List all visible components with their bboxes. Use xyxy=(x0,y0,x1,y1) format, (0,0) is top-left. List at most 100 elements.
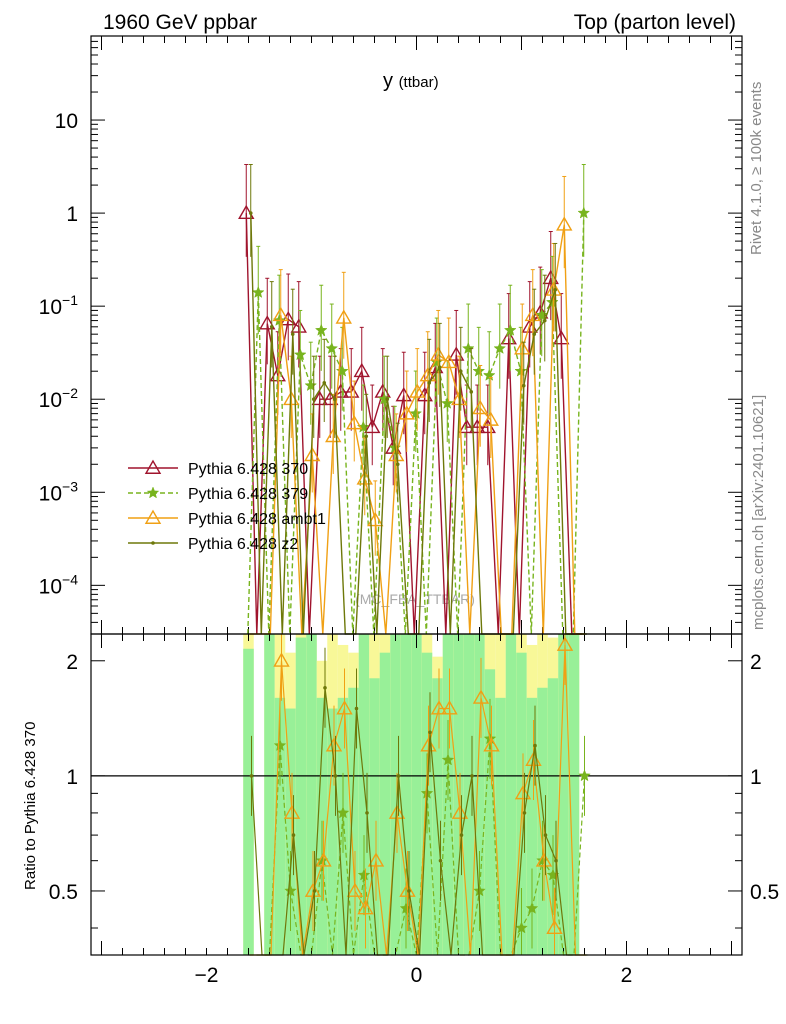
data-point xyxy=(472,364,486,377)
data-point xyxy=(521,383,526,388)
ratio-point xyxy=(483,737,500,752)
ratio-point xyxy=(312,889,317,893)
data-point xyxy=(385,397,390,402)
data-point xyxy=(427,381,432,385)
ratio-point xyxy=(441,753,455,766)
ratio-point xyxy=(451,804,469,819)
ratio-point xyxy=(438,858,443,863)
ratio-band-inner xyxy=(379,652,391,955)
ratio-band-inner xyxy=(495,697,506,955)
ratio-point xyxy=(283,804,301,819)
ratio-point xyxy=(323,685,327,690)
y-tick-label: 10 xyxy=(55,110,78,133)
data-point xyxy=(440,353,457,369)
ratio-band-inner xyxy=(358,634,370,955)
ratio-band-inner xyxy=(484,669,496,955)
data-point xyxy=(304,378,318,392)
data-point xyxy=(314,323,328,336)
data-point xyxy=(325,341,339,354)
data-point xyxy=(293,348,307,361)
legend-label: Pythia 6.428 z2 xyxy=(188,536,298,553)
data-point xyxy=(553,330,570,345)
ratio-band-inner xyxy=(264,634,275,955)
ratio-band-inner xyxy=(516,652,527,955)
data-point xyxy=(482,368,496,381)
header-right: Top (parton level) xyxy=(574,11,736,34)
data-point xyxy=(458,369,463,374)
data-point xyxy=(542,318,547,323)
data-point xyxy=(493,341,507,354)
data-point xyxy=(448,346,465,361)
data-point xyxy=(353,362,370,378)
data-point xyxy=(524,306,541,322)
ratio-point xyxy=(428,730,432,735)
ratio-band-inner xyxy=(474,634,485,955)
legend-marker xyxy=(144,509,162,524)
top-panel-axes: 10−4 10−3 10−2 10−1 1 10 xyxy=(39,35,742,955)
data-point xyxy=(322,381,327,385)
ratio-point xyxy=(357,900,374,915)
y-tick-label: 10−4 xyxy=(39,571,79,598)
data-point xyxy=(461,341,475,354)
data-point xyxy=(472,399,489,415)
ratio-point xyxy=(556,636,574,651)
data-point xyxy=(290,318,307,333)
ratio-point xyxy=(399,882,416,897)
ratio-point xyxy=(367,852,385,867)
ratio-point xyxy=(459,833,464,837)
data-point xyxy=(469,390,474,394)
data-point xyxy=(398,405,415,420)
x-tick-label: −2 xyxy=(195,964,219,987)
ratio-band-inner xyxy=(390,634,401,955)
ratio-point xyxy=(273,652,290,667)
ratio-point xyxy=(396,774,401,778)
ratio-point xyxy=(333,774,338,778)
data-point xyxy=(553,287,558,292)
legend-marker xyxy=(144,459,162,474)
top-series-layer xyxy=(238,163,591,635)
x-tick-label: 2 xyxy=(621,964,633,987)
ratio-panel-frame xyxy=(90,633,743,956)
data-point xyxy=(419,367,436,382)
data-point xyxy=(346,414,363,430)
data-point xyxy=(377,392,391,405)
mcplots-side-label: mcplots.cern.ch [arXiv:2401.10621] xyxy=(750,395,767,630)
data-point xyxy=(409,406,423,420)
ratio-band-inner xyxy=(432,678,443,955)
ratio-point xyxy=(336,700,353,715)
ratio-point xyxy=(441,700,458,715)
header-left: 1960 GeV ppbar xyxy=(103,11,257,34)
data-point xyxy=(248,211,253,215)
ratio-band-inner xyxy=(526,697,538,955)
legend: Pythia 6.428 370 Pythia 6.428 379 Pythia 6… xyxy=(128,459,326,553)
ratio-point xyxy=(365,811,369,815)
ratio-y-tick-label-right: 2 xyxy=(750,651,762,674)
ratio-point xyxy=(249,774,254,778)
ratio-band-inner xyxy=(348,687,359,955)
ratio-point xyxy=(388,804,406,819)
data-point xyxy=(304,446,321,462)
legend-marker xyxy=(146,486,160,499)
ratio-point xyxy=(578,769,591,782)
ratio-band-inner xyxy=(558,634,569,955)
data-point xyxy=(364,418,381,434)
ratio-series-2 xyxy=(249,647,588,956)
data-point xyxy=(514,340,531,355)
ratio-point xyxy=(522,811,527,815)
data-point xyxy=(440,396,454,409)
legend-label: Pythia 6.428 ambt1 xyxy=(188,511,326,528)
series-1 xyxy=(247,163,591,635)
ratio-band-inner xyxy=(274,697,286,955)
data-point xyxy=(556,216,573,231)
data-point xyxy=(395,462,400,467)
ratio-band-inner xyxy=(295,637,307,955)
ratio-point xyxy=(514,784,532,800)
ratio-series-1 xyxy=(250,634,586,956)
y-tick-label: 1 xyxy=(66,203,78,226)
data-point xyxy=(269,325,274,329)
ratio-point xyxy=(533,743,537,748)
data-point xyxy=(535,308,549,321)
data-point xyxy=(311,390,328,406)
data-point xyxy=(482,411,499,426)
data-point xyxy=(577,206,591,219)
